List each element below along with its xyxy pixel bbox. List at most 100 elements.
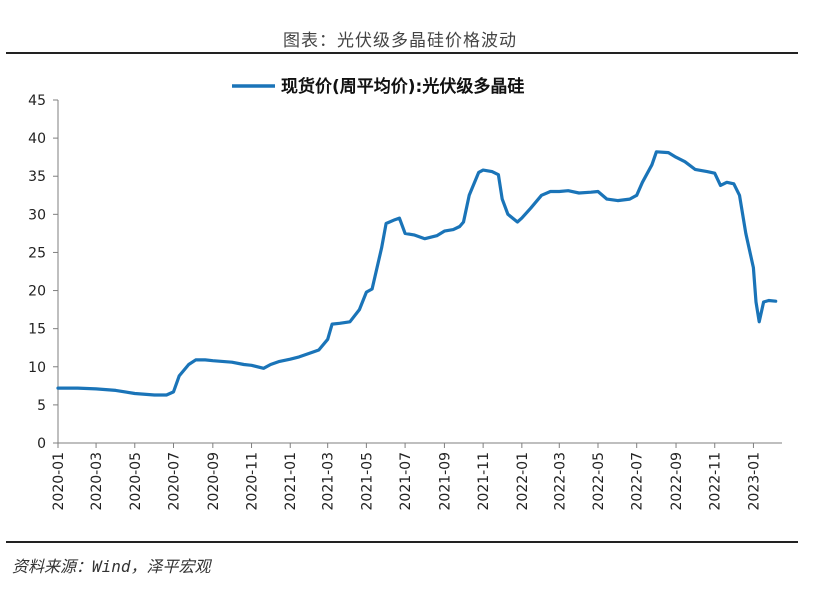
data-point: [628, 198, 631, 200]
data-point: [278, 360, 281, 363]
data-point: [578, 192, 580, 194]
x-tick-label: 2021-01: [283, 452, 299, 511]
x-tick-label: 2021-11: [476, 452, 492, 511]
chart-title: 图表：光伏级多晶硅价格波动: [283, 31, 517, 51]
y-tick-label: 20: [28, 284, 46, 300]
source-note: 资料来源：Wind，泽平宏观: [12, 557, 211, 576]
data-point: [413, 234, 415, 236]
bottom-divider: [6, 541, 798, 543]
x-tick-label: 2022-03: [552, 452, 568, 511]
data-point: [76, 387, 79, 389]
data-point: [706, 170, 708, 173]
x-tick-label: 2020-05: [128, 452, 144, 511]
chart-axes: 0 5 10 15 20 25 30 35 40 45 2020-01 2020-03 2020-05 2…: [28, 93, 782, 511]
y-tick-label: 40: [28, 131, 46, 147]
data-point: [606, 198, 608, 200]
data-point: [733, 183, 735, 185]
data-point: [477, 171, 480, 174]
data-point: [212, 359, 214, 362]
data-point: [269, 363, 272, 366]
data-point: [641, 181, 644, 184]
x-tick-label: 2022-11: [708, 452, 724, 511]
x-tick-label: 2020-01: [51, 452, 67, 511]
data-point: [684, 160, 686, 163]
data-point: [738, 194, 741, 197]
y-tick-label: 45: [28, 93, 46, 109]
data-point: [635, 194, 638, 197]
y-tick-label: 15: [28, 322, 46, 338]
x-tick-label: 2022-05: [591, 452, 607, 511]
data-point: [726, 181, 728, 184]
data-point: [57, 387, 59, 389]
data-point: [262, 367, 265, 370]
data-point: [567, 189, 569, 192]
y-tick-label: 25: [28, 245, 46, 261]
data-point: [616, 199, 619, 202]
data-point: [651, 164, 653, 166]
x-tick-label: 2020-11: [245, 452, 261, 511]
top-divider: [6, 52, 798, 54]
data-point: [529, 207, 532, 209]
data-point: [398, 217, 401, 219]
data-point: [755, 301, 757, 303]
data-point: [358, 308, 361, 311]
x-tick-label: 2023-01: [746, 452, 762, 511]
data-point: [745, 232, 747, 235]
data-point: [590, 191, 592, 193]
data-point: [540, 194, 543, 197]
data-point: [516, 221, 519, 223]
data-point: [521, 217, 523, 219]
data-point: [187, 363, 190, 366]
legend-label: 现货价(周平均价):光伏级多晶硅: [281, 76, 524, 97]
data-point: [385, 222, 387, 225]
data-point: [231, 361, 233, 364]
data-point: [694, 168, 696, 171]
data-point: [655, 151, 658, 153]
data-point: [507, 213, 509, 216]
data-point: [349, 321, 351, 323]
data-point: [298, 356, 300, 358]
y-tick-label: 35: [28, 169, 46, 185]
data-point: [752, 266, 755, 269]
data-point: [482, 169, 484, 171]
data-point: [165, 394, 168, 396]
x-tick-label: 2021-03: [321, 452, 337, 511]
data-point: [719, 184, 722, 187]
data-point: [774, 300, 777, 303]
data-point: [134, 392, 136, 395]
data-point: [194, 359, 197, 361]
plot-area: [56, 150, 778, 397]
data-point: [462, 221, 465, 223]
y-tick-label: 10: [28, 360, 46, 376]
data-point: [172, 391, 175, 393]
data-point: [424, 237, 426, 240]
data-point: [365, 291, 368, 293]
chart-legend: 现货价(周平均价):光伏级多晶硅: [232, 76, 524, 97]
x-tick-label: 2020-03: [89, 452, 105, 511]
data-point: [436, 234, 438, 237]
data-point: [758, 321, 760, 323]
data-point: [497, 173, 500, 176]
data-point: [458, 225, 461, 228]
data-point: [331, 323, 333, 325]
data-point: [318, 349, 320, 351]
data-point: [667, 151, 670, 154]
data-point: [675, 156, 677, 158]
data-point: [250, 364, 253, 367]
x-tick-label: 2020-09: [206, 452, 222, 511]
data-point: [95, 388, 97, 390]
data-point: [309, 352, 311, 354]
data-point: [713, 172, 716, 174]
x-tick-label: 2022-07: [630, 452, 646, 511]
data-point: [501, 198, 504, 200]
data-point: [491, 170, 493, 173]
data-point: [338, 322, 341, 325]
data-point: [178, 375, 180, 377]
data-point: [114, 389, 117, 392]
data-point: [443, 230, 446, 232]
data-point: [558, 190, 561, 193]
x-tick-label: 2020-07: [166, 452, 182, 511]
y-tick-label: 5: [37, 398, 46, 414]
